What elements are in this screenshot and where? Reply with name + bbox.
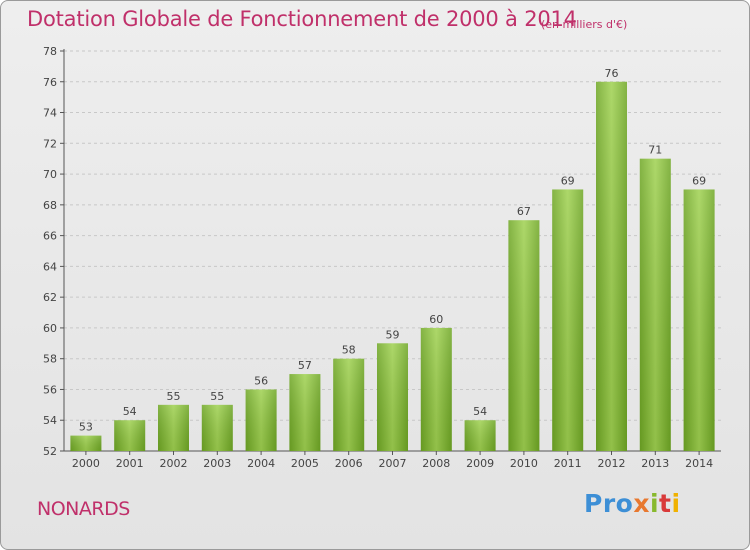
x-tick-label: 2009 [466, 457, 494, 470]
bar-shade [70, 435, 102, 451]
x-tick-label: 2001 [116, 457, 144, 470]
x-tick-label: 2008 [422, 457, 450, 470]
x-tick-label: 2012 [598, 457, 626, 470]
x-tick-label: 2006 [335, 457, 363, 470]
x-tick-label: 2004 [247, 457, 275, 470]
data-label: 60 [429, 313, 443, 326]
commune-name: NONARDS [37, 498, 130, 520]
x-tick-label: 2002 [160, 457, 188, 470]
data-label: 59 [386, 328, 400, 341]
data-label: 54 [123, 405, 137, 418]
y-tick-label: 72 [43, 137, 57, 150]
bars [70, 81, 715, 452]
chart-subtitle: (en milliers d'€) [541, 18, 628, 31]
bar-shade [552, 189, 584, 451]
y-tick-label: 56 [43, 383, 57, 396]
bar-shade [464, 420, 496, 451]
data-label: 55 [210, 390, 224, 403]
data-label: 58 [342, 344, 356, 357]
labels: 52 54 56 58 60 62 64 66 68 70 72 74 76 78 53 2000 54 2001… [43, 45, 713, 470]
x-tick-label: 2013 [641, 457, 669, 470]
bar-shade [683, 189, 715, 451]
x-tick-label: 2011 [554, 457, 582, 470]
y-tick-label: 76 [43, 76, 57, 89]
proxiti-logo: Proxiti [584, 489, 681, 518]
data-label: 71 [648, 144, 662, 157]
data-label: 53 [79, 421, 93, 434]
data-label: 67 [517, 205, 531, 218]
bar-shade [508, 220, 540, 451]
bar-shade [596, 81, 627, 452]
y-tick-label: 54 [43, 414, 57, 427]
bar-shade [333, 358, 365, 451]
y-tick-label: 68 [43, 199, 57, 212]
logo-part: i [649, 489, 660, 518]
y-tick-label: 62 [43, 291, 57, 304]
x-tick-label: 2000 [72, 457, 100, 470]
y-tick-label: 74 [43, 107, 57, 120]
x-tick-label: 2010 [510, 457, 538, 470]
x-tick-label: 2014 [685, 457, 713, 470]
y-tick-label: 66 [43, 230, 57, 243]
y-tick-label: 70 [43, 168, 57, 181]
x-tick-label: 2005 [291, 457, 319, 470]
chart-title: Dotation Globale de Fonctionnement de 20… [27, 7, 577, 31]
bar-shade [377, 343, 408, 451]
logo-part: x [633, 489, 650, 518]
data-label: 54 [473, 405, 487, 418]
data-label: 57 [298, 359, 312, 372]
bar-shade [158, 404, 189, 451]
logo-part: i [671, 489, 681, 518]
bar-shade [639, 158, 671, 451]
bar-shade [420, 327, 452, 451]
data-label: 69 [692, 174, 706, 187]
y-tick-label: 60 [43, 322, 57, 335]
x-tick-label: 2003 [203, 457, 231, 470]
bar-shade [289, 374, 321, 451]
bar-shade [114, 420, 146, 451]
data-label: 76 [605, 67, 619, 80]
data-label: 69 [561, 174, 575, 187]
y-tick-label: 78 [43, 45, 57, 58]
data-label: 55 [167, 390, 181, 403]
y-tick-label: 64 [43, 260, 57, 273]
bar-shade [245, 389, 277, 451]
bar-shade [201, 404, 233, 451]
logo-part: Pro [584, 489, 634, 518]
y-tick-label: 58 [43, 353, 57, 366]
x-tick-label: 2007 [379, 457, 407, 470]
y-tick-label: 52 [43, 445, 57, 458]
data-label: 56 [254, 374, 268, 387]
logo-part: t [659, 489, 672, 518]
